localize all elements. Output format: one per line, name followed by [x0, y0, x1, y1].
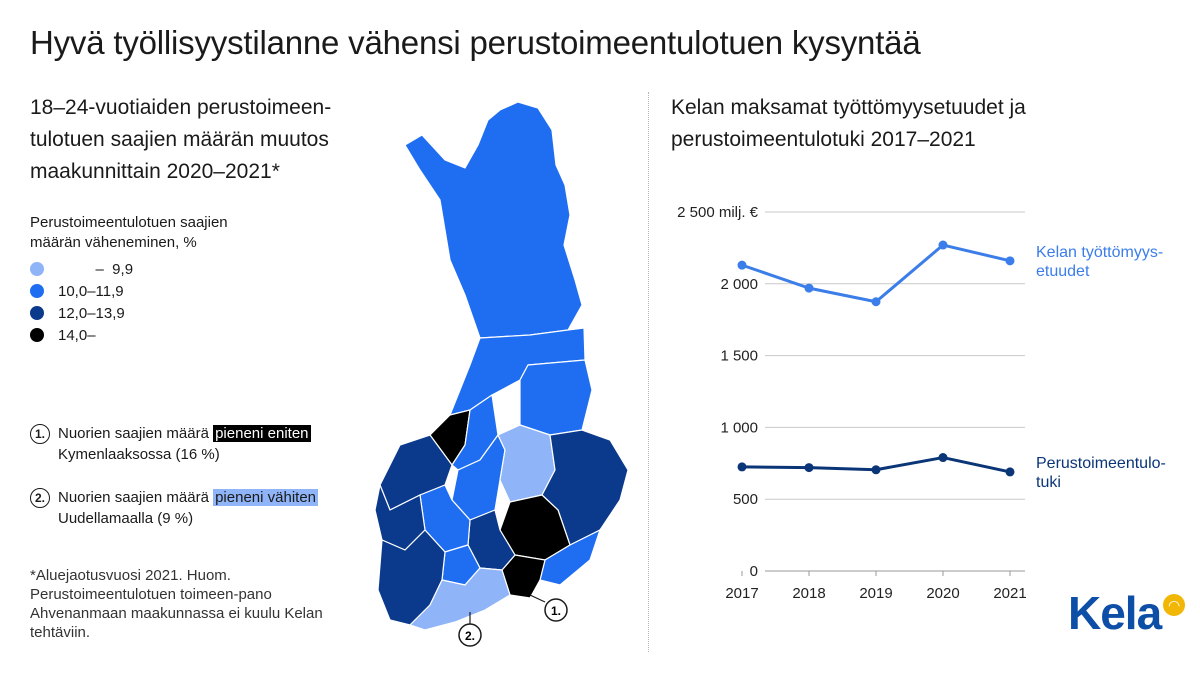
legend-item: 12,0–13,9 [30, 302, 125, 324]
logo-mark-icon: ◠ [1163, 594, 1186, 616]
note-number: 1. [30, 424, 50, 444]
data-point [938, 453, 948, 463]
callout-circle-1 [544, 598, 568, 622]
map-region-uusimaa [409, 567, 511, 631]
x-tick-label: 2020 [926, 585, 959, 602]
legend-label: 10,0–11,9 [58, 282, 124, 300]
data-point [938, 240, 948, 250]
legend-label: 12,0–13,9 [58, 304, 125, 322]
kela-logo: Kela ◠ [1068, 587, 1186, 639]
note-number: 2. [30, 488, 50, 508]
note-1: 1. Nuorien saajien määrä pieneni eniten … [30, 423, 311, 465]
note-text: Uudellamaalla (9 %) [58, 510, 194, 527]
y-tick-label: 2 500 milj. € [677, 204, 759, 221]
note-2: 2. Nuorien saajien määrä pieneni vähiten… [30, 487, 319, 529]
callout-line-1 [529, 594, 546, 603]
y-tick-label: 500 [733, 491, 758, 508]
map-region-lappi [404, 101, 583, 339]
callout-label-1: 1. [551, 604, 561, 618]
line-chart: 0 500 1 000 1 500 2 000 2 500 milj. € 2017 201… [677, 204, 1166, 602]
note-text: Nuorien saajien määrä [58, 489, 214, 506]
data-point [737, 462, 747, 472]
data-point [737, 260, 747, 270]
series-label: Perustoimeentulo-tuki [1036, 455, 1166, 491]
legend-label: 14,0– [58, 326, 96, 344]
y-tick-label: 1 000 [720, 419, 758, 436]
note-text: Kymenlaaksossa (16 %) [58, 446, 220, 463]
chart-title: Kelan maksamat työttömyysetuudet ja peru… [671, 96, 1026, 151]
legend-title: Perustoimeentulotuen saajien määrän vähe… [30, 214, 228, 251]
series-label: Kelan työttömyys-etuudet [1036, 244, 1163, 280]
logo-text: Kela [1068, 587, 1162, 639]
data-point [1005, 256, 1015, 266]
callout-circle-2 [458, 623, 482, 647]
legend-item: 10,0–11,9 [30, 280, 124, 302]
map-region-kainuu [519, 359, 593, 436]
x-tick-label: 2019 [859, 585, 892, 602]
data-point [871, 297, 881, 307]
x-tick-label: 2017 [725, 585, 758, 602]
note-highlight: pieneni vähiten [213, 489, 319, 506]
map-title: 18–24-vuotiaiden perustoimeen-tulotuen s… [30, 96, 332, 183]
legend-label: – 9,9 [58, 260, 134, 278]
legend-swatch [30, 284, 44, 298]
callout-label-2: 2. [465, 629, 475, 643]
series-line [741, 243, 1011, 304]
data-point [1005, 467, 1015, 477]
y-tick-label: 0 [750, 563, 758, 580]
panel-divider [648, 92, 649, 652]
legend-swatch [30, 306, 44, 320]
data-point [804, 463, 814, 473]
data-point [804, 283, 814, 293]
note-highlight: pieneni eniten [213, 425, 311, 442]
x-tick-label: 2018 [792, 585, 825, 602]
legend-swatch [30, 328, 44, 342]
y-tick-label: 1 500 [720, 348, 758, 365]
page-title: Hyvä työllisyystilanne vähensi perustoim… [30, 24, 921, 61]
x-tick-label: 2021 [993, 585, 1026, 602]
y-tick-label: 2 000 [720, 276, 758, 293]
legend-swatch [30, 262, 44, 276]
data-point [871, 465, 881, 475]
footnote: *Aluejaotusvuosi 2021. Huom. Perustoimee… [30, 567, 323, 641]
legend-item: 14,0– [30, 324, 96, 346]
finland-map: 1. 2. [374, 101, 629, 647]
legend-item: – 9,9 [30, 258, 133, 280]
note-text: Nuorien saajien määrä [58, 425, 214, 442]
